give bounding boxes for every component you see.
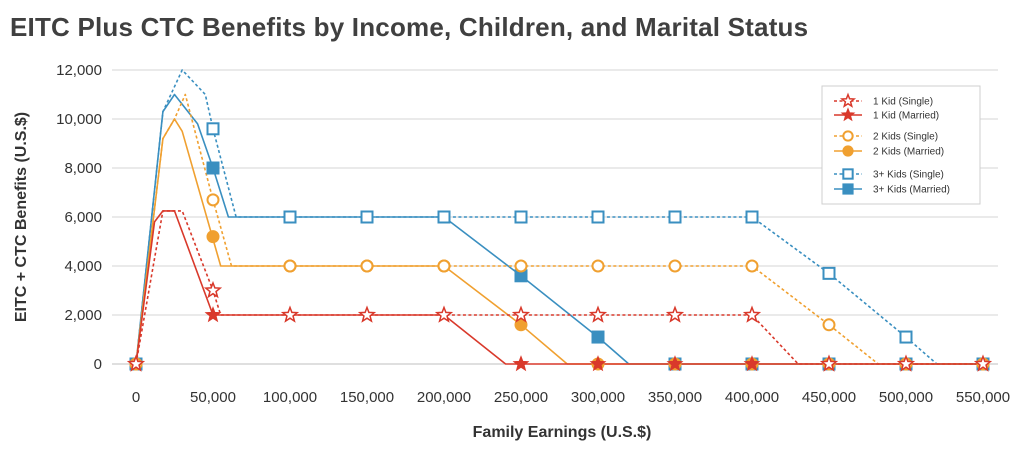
circle-marker [360,259,374,273]
square-marker [591,330,605,344]
legend-label: 3+ Kids (Single) [873,170,944,181]
x-tick-label: 250,000 [494,389,548,406]
star-marker [973,354,993,372]
star-marker [839,92,857,108]
square-marker [206,122,220,136]
star-marker [357,305,377,323]
x-tick-label: 500,000 [879,389,933,406]
square-marker [591,210,605,224]
legend-label: 2 Kids (Married) [873,147,944,158]
y-tick-label: 4,000 [64,258,102,275]
circle-marker [591,259,605,273]
circle-marker [668,259,682,273]
legend-label: 1 Kid (Married) [873,111,939,122]
square-marker [842,183,854,195]
x-tick-label: 200,000 [417,389,471,406]
x-tick-label: 50,000 [190,389,236,406]
star-marker [512,355,530,372]
x-tick-label: 100,000 [263,389,317,406]
star-marker [742,305,762,323]
star-marker [840,107,856,122]
star-marker [819,354,839,372]
star-marker [204,306,222,323]
y-tick-label: 10,000 [56,111,102,128]
circle-marker [842,145,854,157]
series-line [135,210,983,365]
star-marker [126,354,146,372]
y-tick-label: 12,000 [56,62,102,79]
circle-marker [745,259,759,273]
y-tick-label: 2,000 [64,307,102,324]
chart-title: EITC Plus CTC Benefits by Income, Childr… [10,12,809,42]
x-tick-label: 300,000 [571,389,625,406]
square-marker [206,161,220,175]
x-tick-label: 400,000 [725,389,779,406]
legend-label: 1 Kid (Single) [873,97,933,108]
y-tick-label: 0 [94,356,102,373]
star-marker [280,305,300,323]
star-marker [588,305,608,323]
circle-marker [283,259,297,273]
series-line [135,210,983,365]
x-tick-label: 150,000 [340,389,394,406]
square-marker [745,210,759,224]
square-marker [842,168,854,180]
square-marker [437,210,451,224]
square-marker [822,266,836,280]
y-tick-label: 6,000 [64,209,102,226]
y-tick-label: 8,000 [64,160,102,177]
star-marker [665,305,685,323]
circle-marker [842,130,854,142]
circle-marker [206,230,220,244]
x-tick-labels: 0 50,000 100,000 150,000 200,000 250,000 300,0… [132,389,1010,406]
star-marker [203,280,223,299]
x-tick-label: 350,000 [648,389,702,406]
x-tick-label: 0 [132,389,140,406]
square-marker [360,210,374,224]
legend-label: 3+ Kids (Married) [873,185,950,196]
square-marker [668,210,682,224]
square-marker [514,210,528,224]
circle-marker [437,259,451,273]
series-markers [126,122,993,372]
x-tick-label: 450,000 [802,389,856,406]
y-axis-label: EITC + CTC Benefits (U.S.$) [13,112,30,322]
star-marker [896,354,916,372]
star-marker [666,355,684,372]
circle-marker [822,318,836,332]
legend: 1 Kid (Single) 1 Kid (Married) 2 Kids (Sin… [821,85,981,205]
square-marker [283,210,297,224]
star-marker [743,355,761,372]
star-marker [434,305,454,323]
legend-label: 2 Kids (Single) [873,132,938,143]
y-tick-labels: 0 2,000 4,000 6,000 8,000 10,000 12,000 [56,62,102,373]
square-marker [899,330,913,344]
x-tick-label: 550,000 [956,389,1010,406]
circle-marker [206,193,220,207]
x-axis-label: Family Earnings (U.S.$) [473,424,652,441]
star-marker [511,305,531,323]
star-marker [589,355,607,372]
circle-marker [514,259,528,273]
